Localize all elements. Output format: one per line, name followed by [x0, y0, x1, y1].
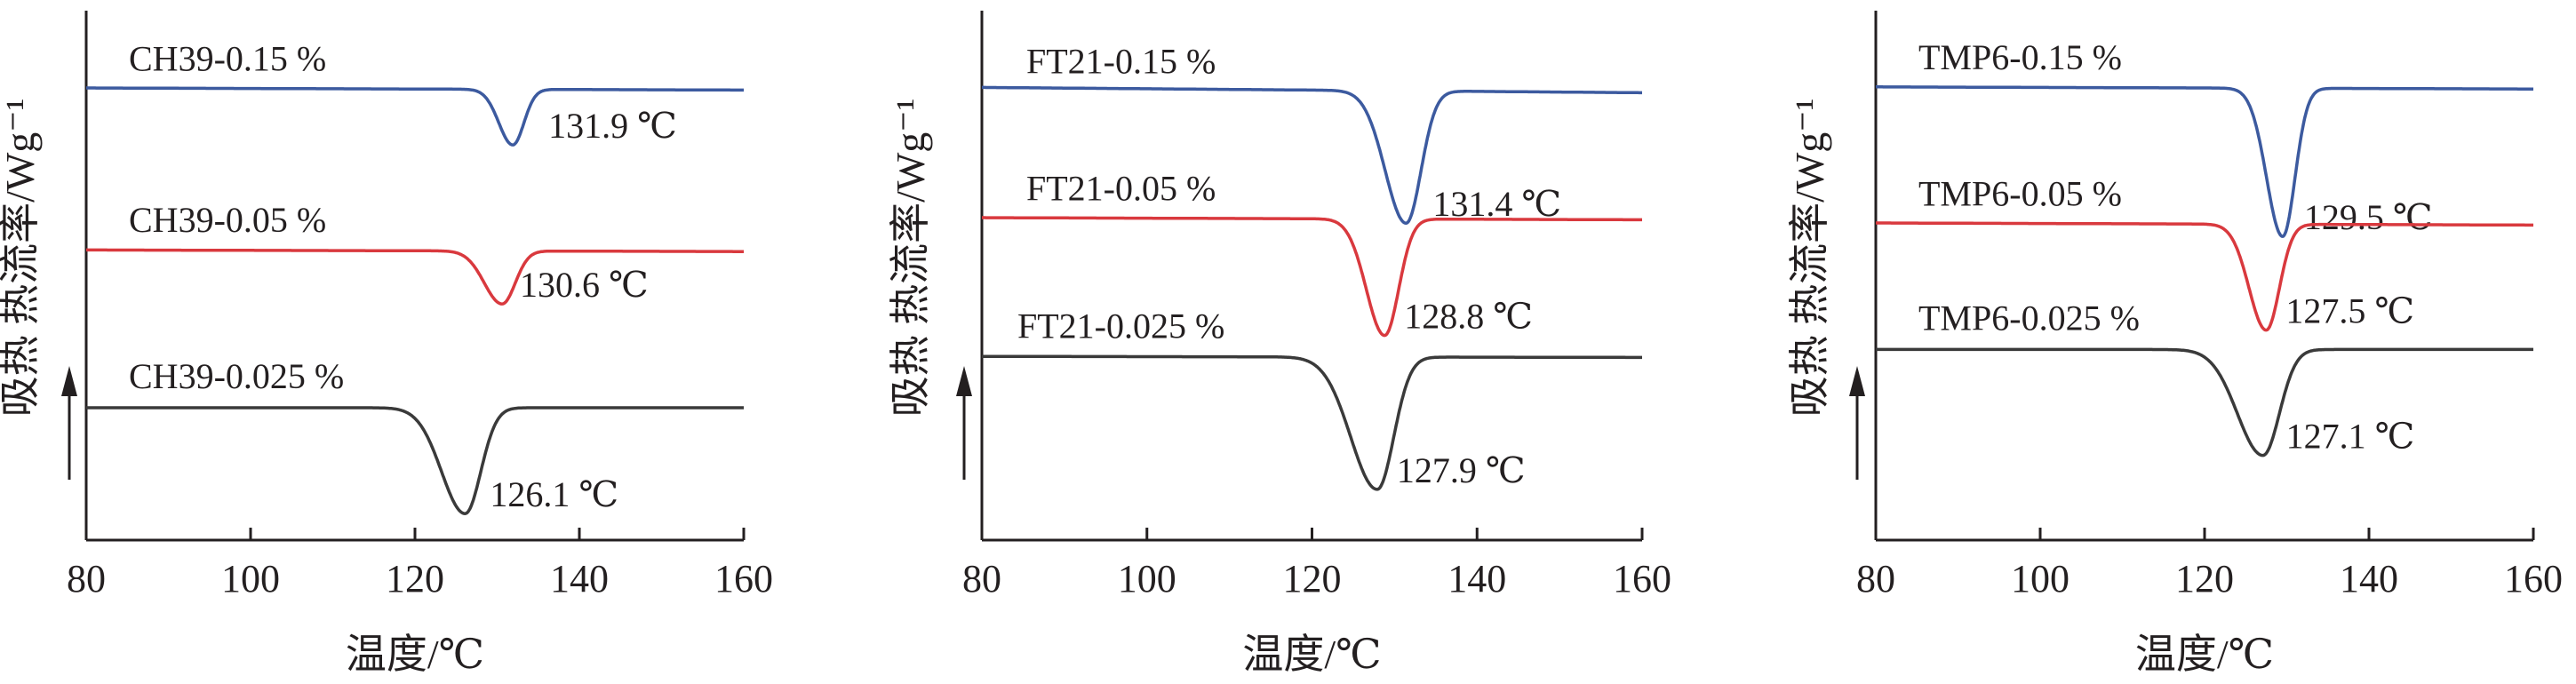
series-line — [86, 248, 744, 306]
x-tick-label: 80 — [67, 557, 106, 600]
series-label: TMP6-0.15 % — [1918, 37, 2122, 77]
peak-label: 126.1 ℃ — [490, 474, 618, 514]
peak-label: 130.6 ℃ — [520, 265, 649, 305]
x-axis-label: 温度/℃ — [1242, 632, 1381, 677]
y-axis-label: 吸热 热流率/Wg⁻¹ — [0, 99, 43, 418]
x-tick-label: 160 — [1613, 557, 1671, 600]
series-line — [1876, 221, 2533, 332]
series-line — [982, 216, 1642, 338]
peak-label: 128.8 ℃ — [1404, 297, 1533, 337]
series-label: FT21-0.025 % — [1017, 306, 1224, 346]
panel-ft21: 80 100 120 140 160 温度/℃ 吸热 热流率/Wg⁻¹ FT21-0.15 %… — [888, 11, 1671, 677]
y-axis-label: 吸热 热流率/Wg⁻¹ — [1787, 99, 1832, 418]
series-label: CH39-0.05 % — [129, 200, 326, 240]
x-tick-label: 140 — [1448, 557, 1506, 600]
peak-label: 127.1 ℃ — [2286, 417, 2415, 457]
x-tick-label: 120 — [2175, 557, 2234, 600]
x-tick-label: 140 — [550, 557, 609, 600]
x-tick-label: 140 — [2340, 557, 2398, 600]
series-label: CH39-0.025 % — [129, 356, 344, 396]
series-line — [982, 354, 1642, 491]
x-tick-label: 120 — [1283, 557, 1342, 600]
peak-label: 131.4 ℃ — [1432, 184, 1561, 224]
x-axis-label: 温度/℃ — [2135, 632, 2274, 677]
peak-label: 127.5 ℃ — [2285, 291, 2414, 331]
x-tick-label: 80 — [1856, 557, 1895, 600]
x-tick-label: 100 — [1118, 557, 1176, 600]
x-tick-label: 100 — [2011, 557, 2070, 600]
endo-arrow-head — [956, 366, 972, 396]
series-line — [86, 406, 744, 515]
series-label: TMP6-0.025 % — [1918, 298, 2140, 338]
series-label: FT21-0.15 % — [1026, 41, 1216, 81]
series-line — [1876, 347, 2533, 457]
series-line — [982, 85, 1642, 225]
series-label: FT21-0.05 % — [1026, 168, 1216, 208]
x-tick-label: 80 — [962, 557, 1001, 600]
x-tick-label: 160 — [714, 557, 773, 600]
x-tick-label: 100 — [221, 557, 280, 600]
panel-tmp6: 80 100 120 140 160 温度/℃ 吸热 热流率/Wg⁻¹ TMP6-0.15 %… — [1787, 11, 2563, 677]
y-axis-label: 吸热 热流率/Wg⁻¹ — [888, 99, 933, 418]
x-axis-label: 温度/℃ — [346, 632, 484, 677]
peak-label: 127.9 ℃ — [1397, 450, 1526, 490]
x-tick-label: 120 — [386, 557, 444, 600]
peak-label: 129.5 ℃ — [2304, 197, 2433, 237]
x-tick-label: 160 — [2504, 557, 2563, 600]
endo-arrow-head — [61, 366, 77, 396]
series-label: CH39-0.15 % — [129, 38, 326, 78]
panel-ch39: 80 100 120 140 160 温度/℃ 吸热 热流率/Wg⁻¹ CH39-0.15 %… — [0, 11, 773, 677]
peak-label: 131.9 ℃ — [548, 106, 677, 146]
series-label: TMP6-0.05 % — [1918, 173, 2122, 213]
series-line — [1876, 85, 2533, 239]
endo-arrow-head — [1849, 366, 1865, 396]
series-line — [86, 86, 744, 147]
